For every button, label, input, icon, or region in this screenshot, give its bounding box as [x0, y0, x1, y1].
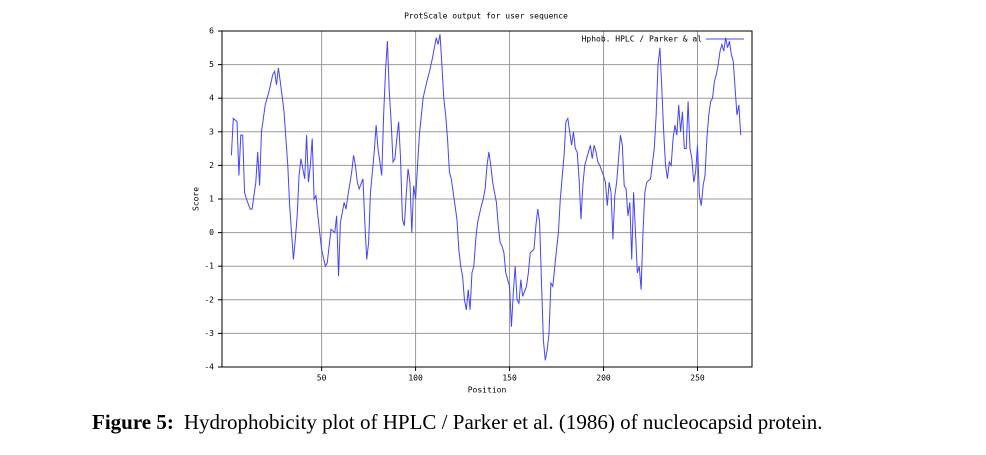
x-tick-label: 50: [317, 374, 327, 383]
y-axis-label: Score: [192, 187, 201, 211]
x-tick-label: 100: [408, 374, 423, 383]
legend-label: Hphob. HPLC / Parker & al: [582, 35, 703, 44]
plot-frame: [221, 30, 753, 368]
y-tick-label: -1: [204, 262, 214, 271]
caption-text: Hydrophobicity plot of HPLC / Parker et …: [184, 410, 823, 434]
y-tick-label: -3: [204, 329, 214, 338]
caption-label: Figure 5:: [92, 410, 174, 434]
y-tick-label: -4: [204, 363, 214, 372]
x-tick-label: 150: [502, 374, 517, 383]
x-tick-label: 250: [690, 374, 705, 383]
y-tick-label: 4: [209, 94, 214, 103]
x-tick-label: 200: [596, 374, 611, 383]
data-line: [230, 34, 742, 361]
y-tick-label: 0: [209, 228, 214, 237]
x-axis-label: Position: [468, 386, 507, 395]
y-tick-label: 1: [209, 195, 214, 204]
y-tick-label: 3: [209, 127, 214, 136]
caption: Figure 5: Hydrophobicity plot of HPLC / P…: [92, 410, 822, 434]
y-tick-label: 6: [209, 27, 214, 36]
y-tick-label: -2: [204, 295, 214, 304]
y-tick-label: 2: [209, 161, 214, 170]
chart-title: ProtScale output for user sequence: [404, 12, 568, 21]
y-tick-label: 5: [209, 60, 214, 69]
